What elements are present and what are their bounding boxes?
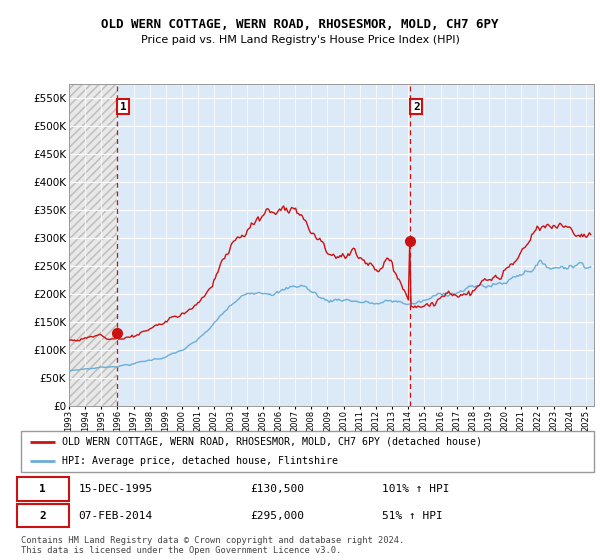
Text: Price paid vs. HM Land Registry's House Price Index (HPI): Price paid vs. HM Land Registry's House …	[140, 35, 460, 45]
FancyBboxPatch shape	[17, 477, 68, 501]
Text: 2: 2	[413, 101, 419, 111]
Text: OLD WERN COTTAGE, WERN ROAD, RHOSESMOR, MOLD, CH7 6PY (detached house): OLD WERN COTTAGE, WERN ROAD, RHOSESMOR, …	[62, 437, 482, 447]
Bar	[69, 84, 117, 406]
Text: 1: 1	[40, 484, 46, 494]
Text: £130,500: £130,500	[250, 484, 304, 494]
Text: HPI: Average price, detached house, Flintshire: HPI: Average price, detached house, Flin…	[62, 456, 338, 466]
Text: 1: 1	[120, 101, 127, 111]
FancyBboxPatch shape	[21, 431, 594, 472]
Text: OLD WERN COTTAGE, WERN ROAD, RHOSESMOR, MOLD, CH7 6PY: OLD WERN COTTAGE, WERN ROAD, RHOSESMOR, …	[101, 18, 499, 31]
Text: £295,000: £295,000	[250, 511, 304, 521]
Text: Contains HM Land Registry data © Crown copyright and database right 2024.
This d: Contains HM Land Registry data © Crown c…	[21, 536, 404, 556]
Text: 2: 2	[40, 511, 46, 521]
Text: 07-FEB-2014: 07-FEB-2014	[79, 511, 152, 521]
Text: 15-DEC-1995: 15-DEC-1995	[79, 484, 152, 494]
Text: 101% ↑ HPI: 101% ↑ HPI	[382, 484, 449, 494]
FancyBboxPatch shape	[17, 504, 68, 528]
Text: 51% ↑ HPI: 51% ↑ HPI	[382, 511, 443, 521]
